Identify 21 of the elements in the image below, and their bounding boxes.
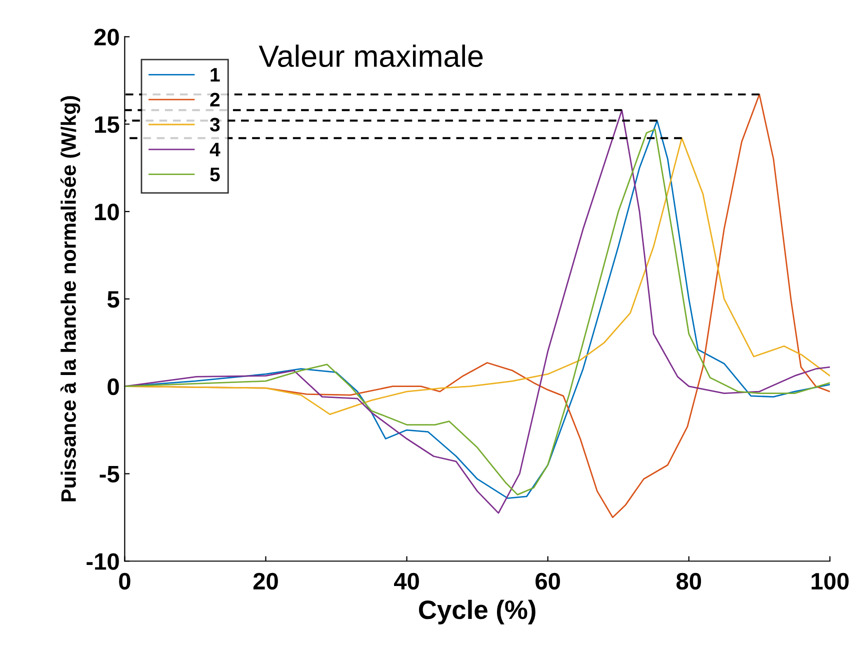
x-tick-label: 60: [536, 572, 560, 590]
y-tick-label: 5: [107, 291, 120, 308]
y-tick-label: 15: [95, 116, 120, 133]
legend-label: 1: [210, 68, 220, 82]
x-axis-title: Cycle (%): [418, 600, 536, 624]
y-axis-title: Puissance à la hanche normalisée (W/kg): [60, 96, 80, 502]
x-tick-label: 20: [253, 572, 278, 590]
legend-label: 5: [210, 168, 220, 182]
legend-label: 4: [210, 142, 220, 156]
legend-label: 3: [210, 118, 220, 132]
x-tick-label: 40: [394, 572, 419, 590]
x-tick-label: 80: [676, 572, 702, 590]
y-tick-label: 10: [95, 204, 119, 220]
y-tick-label: 20: [94, 28, 119, 46]
y-tick-label: 0: [108, 378, 119, 396]
y-tick-label: -10: [86, 553, 119, 570]
annotation: Valeur maximale: [258, 44, 483, 68]
legend-label: 2: [210, 92, 220, 106]
x-tick-label: 0: [119, 572, 130, 590]
y-tick-label: -5: [100, 466, 120, 483]
x-tick-label: 100: [812, 572, 849, 590]
